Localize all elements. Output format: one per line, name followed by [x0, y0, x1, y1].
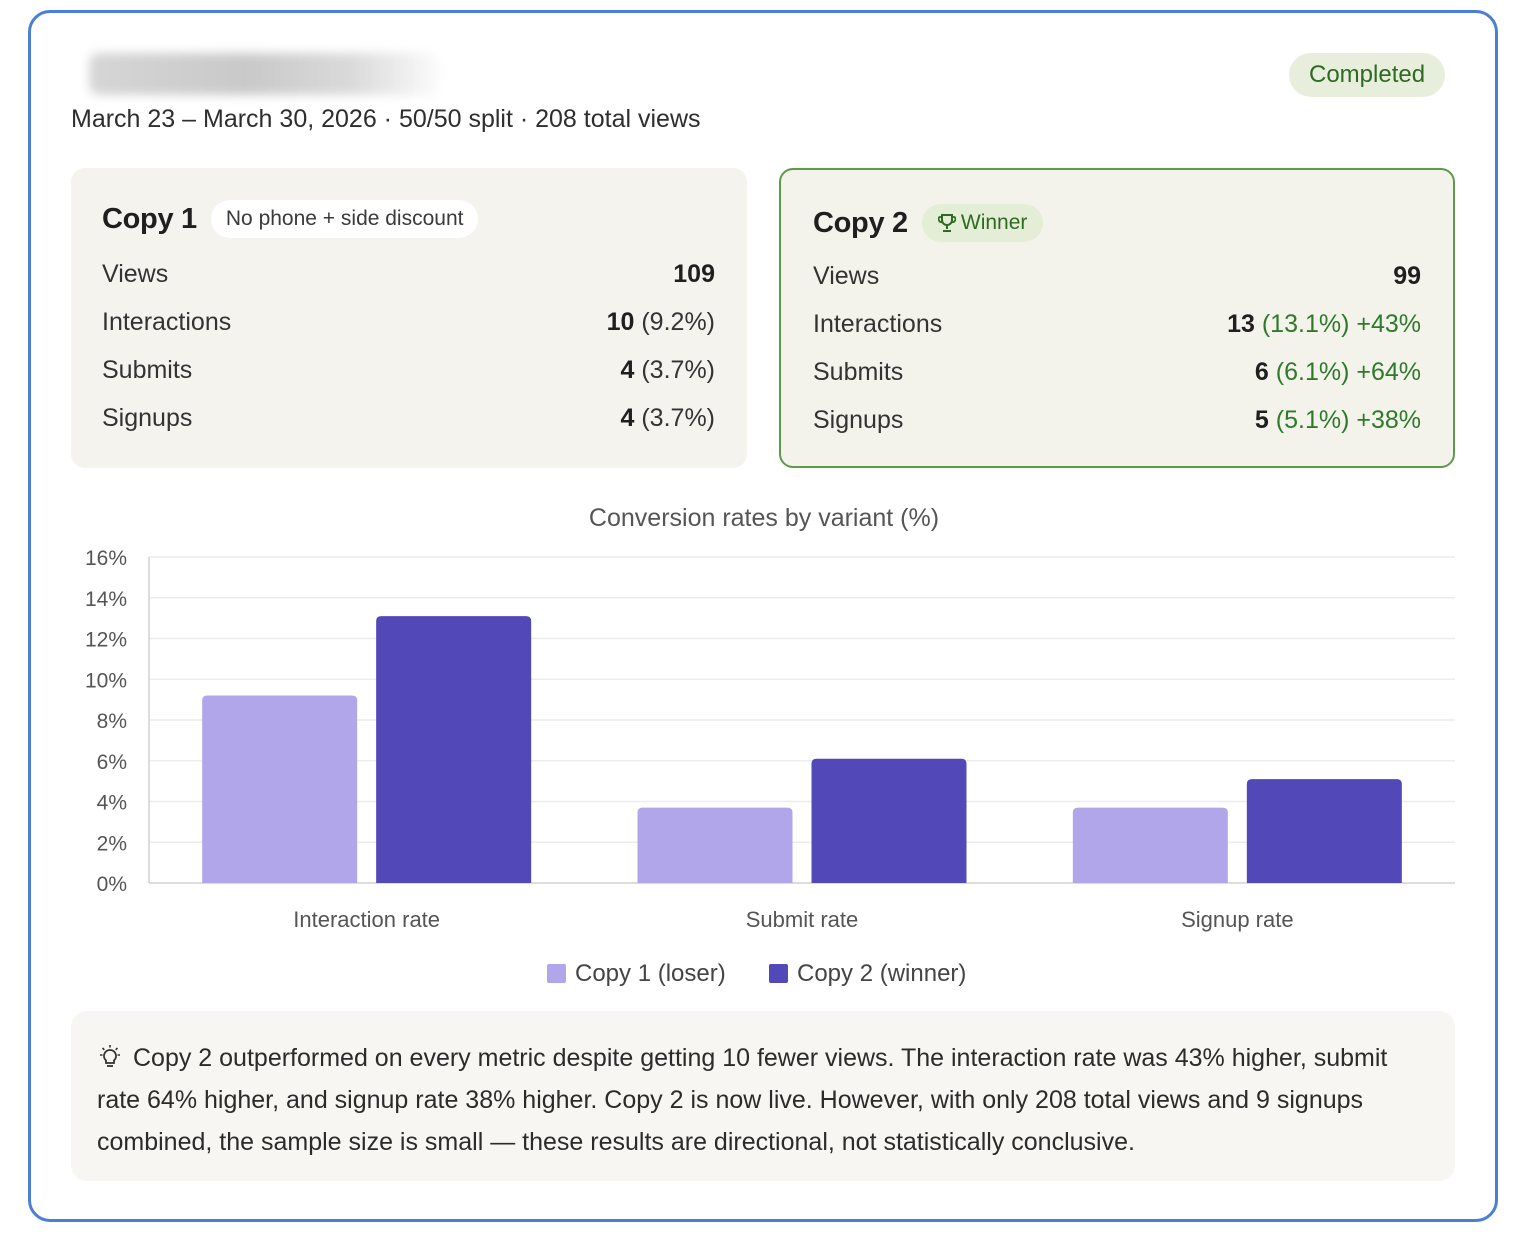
- y-tick-label: 16%: [85, 547, 127, 570]
- metric-value: 5 (5.1%) +38%: [1254, 405, 1421, 434]
- metric-value: 6 (6.1%) +64%: [1254, 357, 1421, 386]
- chart-title: Conversion rates by variant (%): [589, 504, 939, 532]
- y-tick-label: 10%: [85, 669, 127, 692]
- insight-text: Copy 2 outperformed on every metric desp…: [97, 1037, 1435, 1163]
- y-tick-label: 14%: [85, 588, 127, 611]
- variant-title: Copy 1: [102, 202, 197, 235]
- y-tick-label: 0%: [97, 873, 127, 896]
- y-tick-label: 6%: [97, 751, 127, 774]
- y-tick-label: 2%: [97, 832, 127, 855]
- lightbulb-icon: [100, 1045, 120, 1067]
- y-tick-label: 4%: [97, 792, 127, 815]
- variant-tag: No phone + side discount: [210, 200, 479, 238]
- winner-badge: Winner: [921, 204, 1044, 242]
- metric-value: 10 (9.2%): [606, 307, 715, 336]
- metric-row-submits: Submits 6 (6.1%) +64%: [813, 352, 1421, 392]
- y-tick-label: 8%: [97, 710, 127, 733]
- status-badge: Completed: [1289, 53, 1446, 97]
- legend-swatch: [547, 964, 566, 983]
- legend-label: Copy 1 (loser): [575, 960, 726, 987]
- variant-card-copy-2: Copy 2 Winner Views 99 Interactions 13 (…: [779, 168, 1455, 468]
- conversion-chart: Conversion rates by variant (%) 0% 2% 4% 6% 8…: [31, 493, 1501, 993]
- x-tick-label: Submit rate: [746, 907, 859, 932]
- bar: [1246, 779, 1402, 883]
- metric-value: 13 (13.1%) +43%: [1227, 309, 1421, 338]
- metric-label: Views: [102, 259, 169, 288]
- metric-row-views: Views 99: [813, 256, 1421, 296]
- metric-label: Submits: [102, 355, 193, 384]
- experiment-card: Completed March 23 – March 30, 2026 · 50…: [28, 10, 1498, 1222]
- metric-row-signups: Signups 5 (5.1%) +38%: [813, 400, 1421, 440]
- winner-label: Winner: [960, 211, 1028, 234]
- metric-value: 4 (3.7%): [620, 355, 716, 384]
- trophy-icon: [937, 214, 956, 232]
- metric-label: Views: [813, 261, 880, 290]
- metric-value: 109: [673, 259, 715, 288]
- metric-value: 99: [1393, 261, 1421, 290]
- metric-row-views: Views 109: [102, 254, 715, 294]
- bar: [202, 695, 358, 883]
- legend-label: Copy 2 (winner): [797, 960, 966, 987]
- x-tick-label: Signup rate: [1181, 907, 1294, 932]
- variant-title: Copy 2: [813, 206, 908, 239]
- variant-card-copy-1: Copy 1 No phone + side discount Views 10…: [71, 168, 747, 468]
- metric-row-interactions: Interactions 13 (13.1%) +43%: [813, 304, 1421, 344]
- bar: [637, 807, 793, 883]
- metric-label: Signups: [813, 405, 904, 434]
- metric-row-interactions: Interactions 10 (9.2%): [102, 302, 715, 342]
- metric-label: Signups: [102, 403, 193, 432]
- legend-swatch: [769, 964, 788, 983]
- bar: [811, 758, 967, 883]
- metric-row-signups: Signups 4 (3.7%): [102, 398, 715, 438]
- redacted-title: [89, 53, 439, 95]
- metric-row-submits: Submits 4 (3.7%): [102, 350, 715, 390]
- x-tick-label: Interaction rate: [293, 907, 440, 932]
- bar: [376, 616, 532, 883]
- insight-box: Copy 2 outperformed on every metric desp…: [71, 1011, 1455, 1181]
- bar-chart: Conversion rates by variant (%) 0% 2% 4% 6% 8…: [85, 504, 1455, 987]
- insight-message: Copy 2 outperformed on every metric desp…: [97, 1044, 1388, 1156]
- y-tick-label: 12%: [85, 629, 127, 652]
- metric-label: Interactions: [813, 309, 943, 338]
- metric-value: 4 (3.7%): [620, 403, 716, 432]
- metric-label: Submits: [813, 357, 904, 386]
- bar: [1072, 807, 1228, 883]
- metric-label: Interactions: [102, 307, 232, 336]
- experiment-summary: March 23 – March 30, 2026 · 50/50 split …: [71, 105, 701, 133]
